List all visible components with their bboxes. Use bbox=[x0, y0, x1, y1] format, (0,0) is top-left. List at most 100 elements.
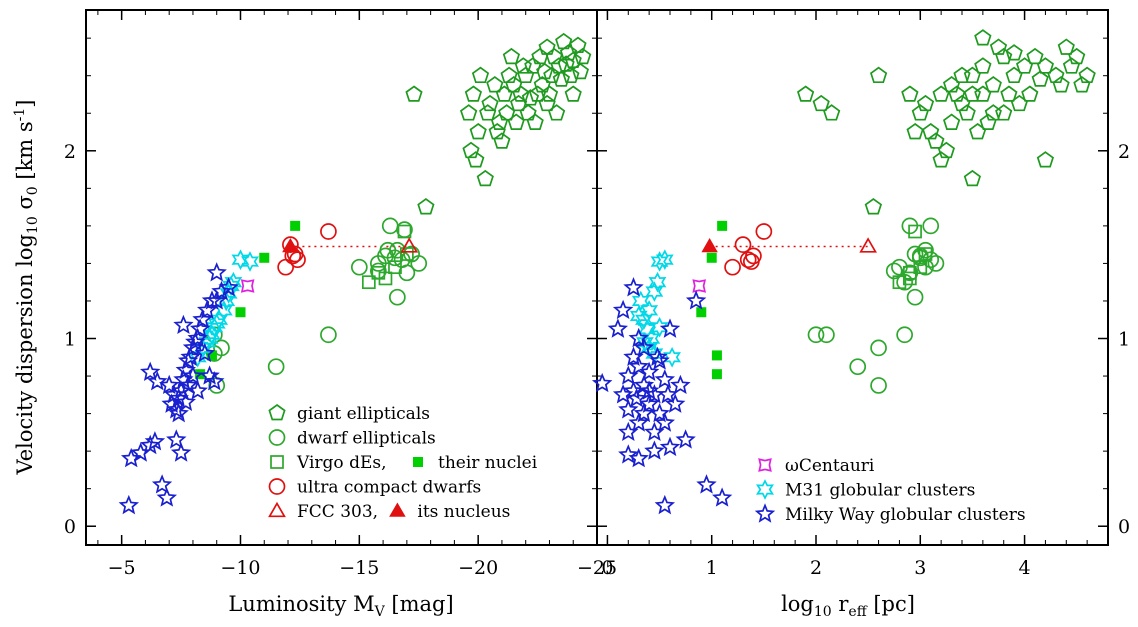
data-point bbox=[267, 358, 285, 376]
data-point bbox=[1052, 76, 1070, 93]
data-point bbox=[633, 337, 655, 357]
series-giant-ellipticals bbox=[405, 32, 592, 215]
data-point bbox=[378, 271, 393, 286]
data-point bbox=[650, 316, 669, 338]
data-point bbox=[636, 331, 654, 353]
data-point bbox=[512, 85, 530, 102]
data-point bbox=[906, 288, 924, 306]
data-point bbox=[545, 47, 563, 65]
data-point bbox=[173, 314, 194, 334]
data-point bbox=[490, 113, 509, 130]
series-giant-ellipticals bbox=[796, 29, 1096, 215]
data-point bbox=[235, 307, 246, 318]
data-point bbox=[724, 258, 741, 276]
data-point bbox=[812, 94, 830, 112]
series-m31-globular-clusters bbox=[188, 249, 259, 368]
data-point bbox=[531, 47, 549, 65]
series-their-nuclei bbox=[696, 220, 728, 380]
data-point bbox=[663, 346, 681, 368]
data-point bbox=[290, 220, 301, 231]
data-point bbox=[536, 62, 554, 80]
data-point bbox=[618, 399, 639, 419]
series-dwarf-ellipticals bbox=[807, 217, 945, 394]
data-point bbox=[206, 350, 217, 361]
legend: giant ellipticals dwarf ellipticals Virgo … bbox=[268, 403, 538, 522]
data-point bbox=[1068, 47, 1086, 65]
data-point bbox=[182, 365, 204, 385]
data-point bbox=[711, 350, 722, 361]
data-point bbox=[633, 402, 655, 423]
x-tick-label: 0 bbox=[601, 557, 613, 579]
data-point bbox=[519, 104, 537, 121]
legend-marker bbox=[754, 503, 776, 523]
data-point bbox=[628, 355, 649, 376]
data-point bbox=[896, 326, 913, 344]
data-point bbox=[282, 238, 299, 253]
data-point bbox=[562, 66, 580, 84]
data-point bbox=[654, 494, 676, 515]
data-point bbox=[500, 66, 518, 84]
data-point bbox=[177, 374, 199, 395]
data-point bbox=[755, 223, 773, 240]
legend-marker bbox=[270, 455, 284, 469]
data-point bbox=[916, 94, 935, 112]
data-point bbox=[517, 66, 535, 84]
legend-label: ωCentauri bbox=[785, 456, 875, 476]
data-point bbox=[459, 104, 478, 121]
series-its-nucleus bbox=[701, 237, 718, 253]
data-point bbox=[864, 198, 882, 215]
data-point bbox=[140, 361, 161, 382]
data-point bbox=[670, 374, 691, 395]
legend-marker bbox=[389, 502, 406, 517]
data-point bbox=[118, 494, 140, 515]
data-point bbox=[927, 132, 945, 149]
x-tick-label: 3 bbox=[914, 557, 926, 579]
data-point bbox=[796, 85, 815, 102]
data-point bbox=[655, 249, 674, 271]
data-point bbox=[381, 217, 399, 235]
data-point bbox=[618, 444, 639, 464]
data-point bbox=[623, 277, 644, 297]
data-point bbox=[557, 55, 575, 72]
data-point bbox=[648, 271, 667, 293]
x-tick-label: −15 bbox=[339, 557, 379, 579]
data-point bbox=[521, 89, 540, 106]
data-point bbox=[659, 318, 681, 338]
data-point bbox=[612, 299, 634, 319]
data-point bbox=[1036, 57, 1054, 74]
data-point bbox=[170, 442, 192, 462]
data-point bbox=[471, 66, 490, 84]
data-point bbox=[908, 224, 922, 239]
data-point bbox=[654, 369, 676, 389]
data-point bbox=[654, 412, 676, 432]
data-point bbox=[564, 85, 582, 102]
data-point bbox=[696, 474, 717, 494]
data-point bbox=[739, 251, 757, 269]
legend-label: FCC 303, bbox=[297, 502, 378, 522]
data-point bbox=[639, 393, 660, 413]
series-milky-way-globular-clusters bbox=[118, 262, 239, 515]
data-point bbox=[156, 487, 178, 507]
data-point bbox=[870, 66, 888, 84]
data-point bbox=[664, 393, 686, 413]
data-point bbox=[361, 275, 376, 290]
series--centauri bbox=[240, 279, 255, 293]
data-point bbox=[130, 442, 151, 462]
data-point bbox=[906, 122, 924, 140]
data-point bbox=[979, 113, 997, 130]
data-point bbox=[320, 326, 337, 344]
data-point bbox=[204, 370, 225, 391]
data-point bbox=[377, 247, 394, 265]
data-point bbox=[918, 247, 933, 261]
data-point bbox=[467, 151, 485, 168]
data-point bbox=[389, 288, 406, 306]
plot-frame bbox=[596, 9, 1109, 546]
x-axis-label-right: log10 reff [pc] bbox=[781, 592, 915, 620]
data-point bbox=[701, 237, 718, 253]
data-point bbox=[1031, 70, 1049, 87]
legend-label: its nucleus bbox=[417, 502, 510, 522]
legend-label: Milky Way globular clusters bbox=[785, 505, 1026, 525]
data-point bbox=[870, 377, 887, 394]
data-point bbox=[194, 342, 215, 363]
